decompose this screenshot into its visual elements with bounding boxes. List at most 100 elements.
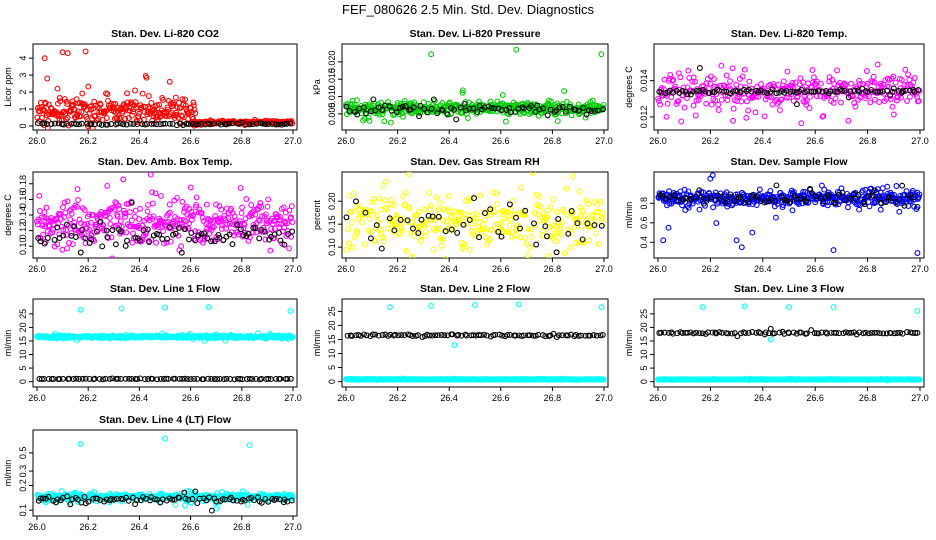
data-point	[685, 188, 692, 195]
data-point	[567, 244, 574, 251]
data-point	[289, 333, 296, 340]
data-point	[165, 210, 172, 217]
data-point	[866, 193, 872, 200]
data-point	[739, 73, 746, 80]
data-point	[361, 241, 368, 248]
plot-frame	[341, 43, 609, 131]
x-tick-label: 26.4	[131, 393, 149, 403]
data-point	[180, 122, 187, 128]
data-point	[97, 101, 104, 108]
data-point	[724, 97, 731, 104]
data-point	[41, 120, 48, 127]
data-point	[187, 184, 194, 191]
data-point	[806, 93, 813, 100]
data-point	[245, 230, 252, 237]
data-point	[892, 79, 899, 86]
data-point	[838, 99, 844, 106]
data-point	[287, 308, 294, 315]
data-point	[890, 111, 897, 118]
data-point	[696, 65, 703, 71]
data-point	[238, 210, 245, 217]
data-point	[554, 118, 561, 125]
data-point	[117, 228, 124, 235]
data-point	[570, 173, 576, 180]
panel-title: Stan. Dev. Line 3 Flow	[734, 283, 845, 295]
y-tick-label: 2	[18, 90, 28, 95]
data-point	[361, 115, 368, 122]
data-point	[786, 304, 792, 311]
data-point	[39, 114, 45, 121]
data-point	[112, 222, 119, 229]
data-point	[884, 87, 891, 94]
data-point	[74, 203, 80, 210]
data-point	[809, 190, 816, 197]
data-point	[375, 218, 382, 225]
data-point	[725, 330, 732, 337]
data-point	[491, 105, 498, 112]
data-point	[267, 247, 274, 254]
data-point	[54, 85, 61, 92]
data-point	[406, 172, 412, 178]
data-point	[195, 121, 202, 128]
data-point	[373, 222, 380, 229]
data-point	[538, 204, 545, 210]
data-point	[699, 330, 706, 337]
y-axis-label: ml/min	[624, 202, 634, 229]
y-axis-label: kPa	[312, 79, 322, 95]
data-point	[495, 228, 502, 235]
data-point	[876, 330, 883, 337]
x-tick-label: 26.8	[544, 264, 562, 274]
data-point	[832, 95, 839, 102]
data-point	[442, 256, 449, 258]
data-point	[144, 208, 151, 215]
data-point	[539, 232, 546, 239]
data-point	[455, 209, 462, 216]
data-point	[664, 100, 671, 107]
x-tick-label: 26.8	[233, 522, 251, 532]
data-point	[51, 120, 58, 127]
data-point	[246, 121, 253, 128]
data-point	[370, 96, 377, 103]
data-point	[884, 75, 891, 82]
data-point	[356, 202, 363, 209]
data-point	[830, 304, 837, 311]
data-point	[359, 219, 365, 226]
data-point	[599, 214, 606, 221]
data-point	[150, 213, 157, 220]
data-point	[432, 332, 439, 339]
data-point	[42, 100, 49, 107]
y-axis-label: ml/min	[3, 330, 13, 357]
data-point	[85, 83, 92, 90]
data-point	[764, 90, 771, 97]
data-point	[524, 252, 531, 258]
data-point	[44, 75, 51, 82]
data-point	[477, 192, 484, 199]
data-point	[506, 222, 513, 229]
x-tick-label: 26.4	[754, 136, 772, 146]
y-axis-label: degrees C	[3, 194, 13, 236]
data-point	[124, 99, 131, 106]
data-point	[239, 488, 246, 495]
data-point	[381, 197, 388, 204]
data-point	[122, 242, 129, 249]
data-point	[592, 107, 598, 114]
data-point	[82, 48, 89, 55]
y-tick-label: 0.2	[18, 479, 28, 492]
x-tick-label: 26.4	[131, 264, 149, 274]
data-point	[890, 73, 897, 80]
x-tick-label: 26.4	[440, 264, 458, 274]
data-point	[590, 223, 597, 230]
x-tick-label: 26.0	[649, 393, 667, 403]
data-point	[686, 200, 693, 207]
data-point	[499, 208, 506, 215]
data-point	[831, 88, 838, 95]
data-point	[690, 102, 697, 109]
data-point	[550, 196, 557, 203]
data-point	[79, 375, 86, 382]
y-axis-label: ml/min	[312, 330, 322, 357]
data-point	[356, 205, 362, 212]
x-tick-label: 26.6	[806, 264, 824, 274]
data-point	[441, 206, 448, 213]
data-point	[914, 329, 921, 336]
data-point	[482, 210, 488, 217]
